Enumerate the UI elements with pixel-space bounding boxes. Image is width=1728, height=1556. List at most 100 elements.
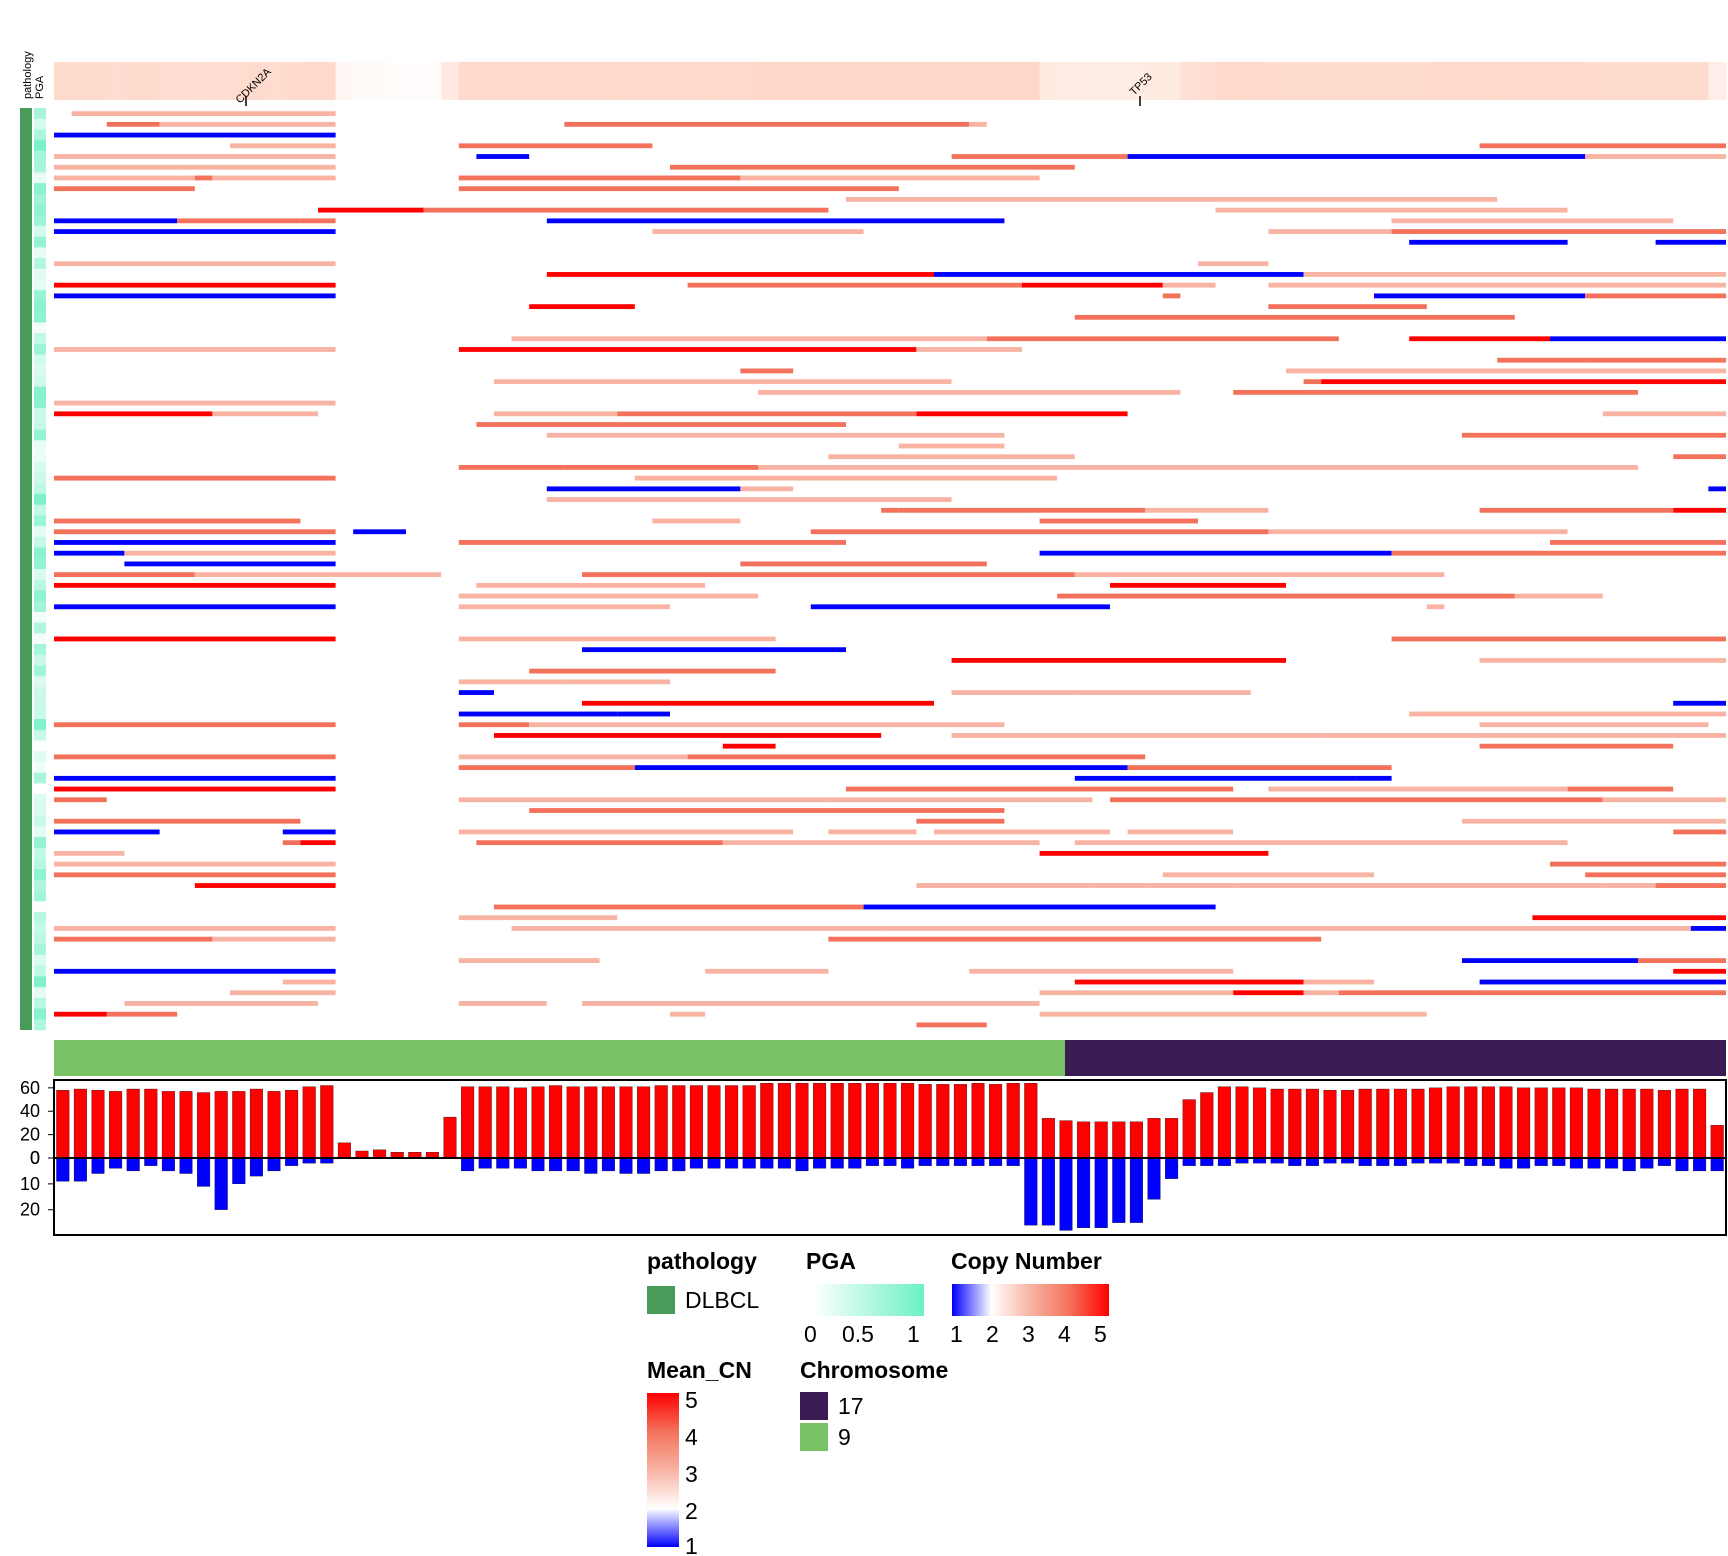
cn-segment: [634, 475, 1058, 481]
cn-segment: [916, 1022, 987, 1028]
cn-segment: [458, 679, 565, 685]
cn-segment: [54, 186, 195, 192]
cn-segment: [1321, 926, 1691, 931]
cn-segment: [758, 465, 1216, 470]
top-strip-bin: [1092, 62, 1111, 100]
cn-segment: [1233, 883, 1603, 888]
pga-sample-cell: [34, 826, 46, 838]
loss-frequency-bar: [197, 1157, 211, 1187]
cn-segment: [1074, 314, 1515, 320]
pga-sample-cell: [34, 686, 46, 698]
cn-segment: [124, 561, 336, 567]
cn-segment: [546, 486, 741, 492]
top-strip-bin: [370, 62, 389, 100]
pga-sample-cell: [34, 590, 46, 602]
pga-sample-cell: [34, 912, 46, 924]
mean-cn-legend-tick-4: 4: [685, 1424, 698, 1450]
cn-segment: [54, 604, 336, 610]
cn-segment: [1074, 690, 1251, 695]
loss-frequency-bar: [1517, 1157, 1531, 1169]
cn-segment: [1673, 829, 1726, 835]
cn-segment: [1602, 411, 1726, 417]
loss-frequency-bar: [777, 1157, 791, 1169]
cn-segment: [1321, 733, 1726, 738]
chromosome-legend-swatch-17: [800, 1392, 828, 1420]
pga-sample-cell: [34, 343, 46, 355]
loss-frequency-bar: [1217, 1157, 1231, 1166]
gain-frequency-bar: [742, 1085, 756, 1159]
cn-segment: [828, 936, 1322, 942]
loss-frequency-bar: [109, 1157, 123, 1169]
pga-legend-title: PGA: [806, 1248, 856, 1274]
cn-segment: [54, 475, 336, 481]
top-strip-bin: [1567, 62, 1586, 100]
gain-frequency-bar: [302, 1086, 316, 1159]
loss-frequency-bar: [971, 1157, 985, 1166]
legends: pathology DLBCL PGA 0 0.5 1 Copy Number …: [647, 1248, 1109, 1556]
pga-sample-cell: [34, 611, 46, 623]
top-strip-bin: [775, 62, 794, 100]
top-strip-bin: [406, 62, 425, 100]
loss-frequency-bar: [126, 1157, 140, 1172]
gain-frequency-bar: [689, 1085, 703, 1159]
top-strip-bin: [318, 62, 337, 100]
loss-frequency-bar: [760, 1157, 774, 1169]
top-strip-bin: [670, 62, 689, 100]
cn-segment: [1092, 883, 1146, 888]
cn-segment: [705, 968, 829, 974]
gain-frequency-bar: [989, 1084, 1003, 1159]
top-strip-bin: [740, 62, 759, 100]
cn-segment: [1215, 207, 1568, 213]
loss-frequency-bar: [1640, 1157, 1654, 1169]
copy-number-legend-gradient: [952, 1284, 1109, 1316]
gain-frequency-bar: [883, 1083, 897, 1159]
cn-segment: [529, 304, 635, 310]
gain-frequency-bar: [1710, 1125, 1724, 1159]
chromosome-9-segment: [54, 1040, 1065, 1076]
cn-segment: [458, 347, 917, 352]
pga-sample-cell: [34, 644, 46, 656]
top-strip-bin: [1444, 62, 1463, 100]
cn-segment: [54, 529, 336, 535]
cn-segment: [230, 143, 336, 149]
loss-frequency-bar: [1200, 1157, 1214, 1166]
cn-segment: [687, 282, 1022, 288]
cn-segment: [54, 797, 107, 803]
cn-segment: [934, 272, 1304, 277]
cn-segment: [54, 175, 195, 181]
gain-axis-tick-label: 40: [20, 1101, 40, 1121]
cn-segment: [1585, 872, 1726, 878]
cn-segment: [740, 175, 1040, 181]
top-strip-bin: [159, 62, 178, 100]
top-strip-bin: [1215, 62, 1234, 100]
pathology-annotation-column: [20, 108, 32, 1030]
gain-frequency-bar: [672, 1085, 686, 1159]
loss-frequency-bar: [1147, 1157, 1161, 1200]
cn-segment: [1462, 958, 1638, 963]
cn-segment: [54, 1011, 107, 1017]
gain-frequency-bar: [1253, 1087, 1267, 1159]
gain-frequency-bar: [1006, 1083, 1020, 1159]
loss-frequency-bar: [1182, 1157, 1196, 1166]
pga-sample-cell: [34, 633, 46, 645]
cn-segment: [1567, 786, 1674, 792]
cn-segment: [177, 164, 336, 170]
cn-segment: [54, 636, 336, 642]
top-strip-bin: [106, 62, 125, 100]
cn-segment: [898, 507, 1146, 513]
loss-frequency-bar: [1041, 1157, 1055, 1226]
top-strip-bin: [1391, 62, 1410, 100]
pga-sample-cell: [34, 247, 46, 259]
pga-sample-cell: [34, 794, 46, 806]
cn-segment: [916, 347, 1022, 352]
chromosome-legend-swatch-9: [800, 1423, 828, 1451]
gain-axis-tick-label: 0: [30, 1148, 40, 1168]
cn-segment: [458, 186, 899, 192]
gain-frequency-bar: [1041, 1118, 1055, 1159]
cn-segment: [230, 990, 336, 996]
gain-axis-tick-label: 20: [20, 1125, 40, 1145]
top-strip-bin: [476, 62, 495, 100]
loss-frequency-bar: [654, 1157, 668, 1172]
gain-frequency-bar: [1147, 1118, 1161, 1159]
